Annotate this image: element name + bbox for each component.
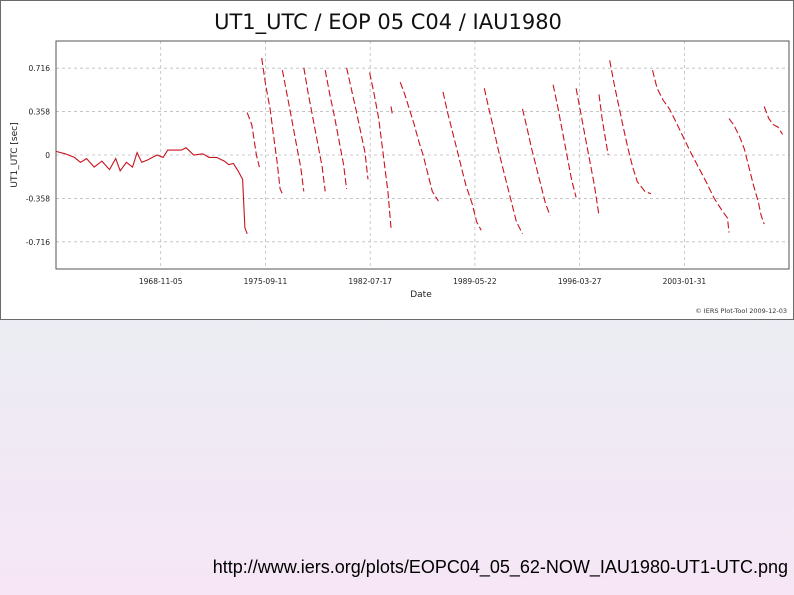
series-segment [521,108,551,216]
series-segment [728,118,765,225]
series-segment [609,60,652,195]
series-segment [281,69,305,192]
x-tick-label: 1996-03-27 [558,277,602,286]
series-segment [483,88,523,235]
grid-layer [56,41,789,269]
chart-frame: UT1_UTC / EOP 05 C04 / IAU1980 0.716 0.35… [0,0,794,320]
series-segment [390,106,394,116]
x-tick-label: 1975-09-11 [244,277,288,286]
series-segment [324,69,348,190]
series-segment [246,112,260,168]
plot-credit: © IERS Plot-Tool 2009-12-03 [695,307,787,315]
x-tick-label: 2003-01-31 [663,277,707,286]
y-axis-label: UT1_UTC [sec] [10,122,20,187]
x-tick-label: 1968-11-05 [139,277,183,286]
ut1-utc-chart: UT1_UTC / EOP 05 C04 / IAU1980 0.716 0.35… [10,10,790,315]
y-axis-ticks: 0.716 0.358 0 -0.358 -0.716 [26,64,50,247]
x-tick-label: 1982-07-17 [348,277,392,286]
y-tick-label: 0.716 [29,64,51,73]
series-segment [261,57,283,195]
series-segment [598,94,609,156]
series-segment [55,147,248,234]
series-segment [575,88,600,216]
y-tick-label: -0.358 [26,194,50,203]
series-ut1-utc [55,57,784,235]
y-tick-label: 0.358 [29,108,51,117]
series-segment [651,69,730,233]
series-segment [303,67,326,192]
series-segment [442,91,482,231]
series-segment [346,67,369,180]
chart-title: UT1_UTC / EOP 05 C04 / IAU1980 [214,10,562,35]
series-segment [763,106,784,135]
y-tick-label: 0 [45,151,50,160]
plot-area-border [55,40,790,270]
x-tick-label: 1989-05-22 [453,277,497,286]
source-url-link[interactable]: http://www.iers.org/plots/EOPC04_05_62-N… [212,557,788,577]
x-axis-label: Date [410,290,432,300]
series-segment [369,72,392,228]
y-tick-label: -0.716 [26,238,50,247]
x-axis-ticks: 1968-11-05 1975-09-11 1982-07-17 1989-05-22… [139,277,707,286]
series-segment [552,84,577,198]
series-segment [399,82,439,202]
